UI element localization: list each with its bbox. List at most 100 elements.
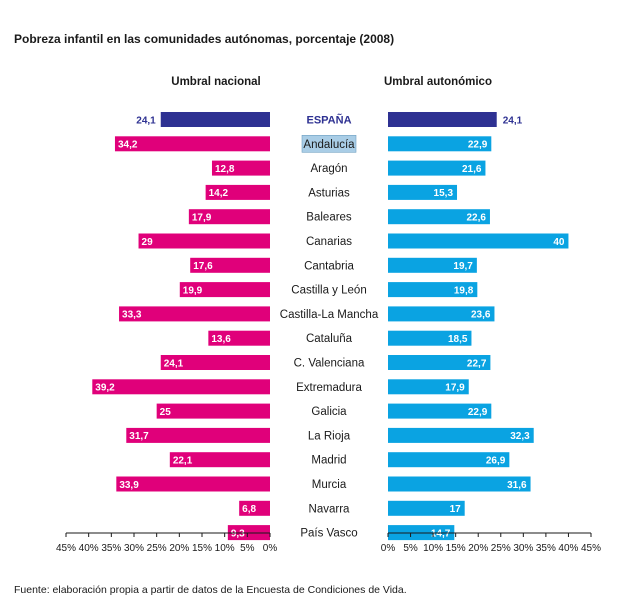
label-autonomico-murcia: 31,6 — [507, 480, 527, 491]
left-tick-label-3: 30% — [124, 543, 144, 554]
label-autonomico-pais-vasco: 14,7 — [431, 528, 451, 539]
category-label-baleares: Baleares — [306, 212, 352, 224]
label-nacional-baleares: 17,9 — [192, 213, 212, 224]
label-nacional-espana: 24,1 — [136, 115, 156, 126]
panel-title-umbral-autonomico: Umbral autonómico — [384, 76, 492, 88]
label-nacional-murcia: 33,9 — [119, 480, 139, 491]
right-tick-label-9: 45% — [581, 543, 601, 554]
category-label-la-rioja: La Rioja — [308, 430, 351, 442]
right-tick-label-2: 10% — [423, 543, 443, 554]
bar-nacional-asturias — [205, 184, 270, 200]
bar-autonomico-castilla-y-leon — [388, 282, 478, 298]
bar-autonomico-aragon — [388, 160, 486, 176]
label-autonomico-c-valenciana: 22,7 — [467, 358, 487, 369]
label-nacional-cantabria: 17,6 — [193, 261, 213, 272]
label-autonomico-espana: 24,1 — [503, 115, 523, 126]
bar-autonomico-andalucia — [388, 136, 492, 152]
bar-nacional-baleares — [188, 209, 270, 225]
bar-autonomico-canarias — [388, 233, 569, 249]
label-autonomico-baleares: 22,6 — [466, 213, 486, 224]
bar-autonomico-murcia — [388, 476, 531, 492]
bar-nacional-la-rioja — [126, 427, 270, 443]
label-autonomico-canarias: 40 — [553, 237, 565, 248]
bar-autonomico-espana — [388, 112, 497, 127]
label-nacional-cataluna: 13,6 — [211, 334, 231, 345]
category-label-espana: ESPAÑA — [306, 114, 351, 127]
label-autonomico-aragon: 21,6 — [462, 164, 482, 175]
panel-title-umbral-nacional: Umbral nacional — [171, 76, 261, 88]
label-autonomico-la-rioja: 32,3 — [510, 431, 530, 442]
bar-autonomico-navarra — [388, 500, 465, 516]
label-nacional-pais-vasco: 9,3 — [231, 528, 245, 539]
bar-nacional-navarra — [239, 500, 270, 516]
label-autonomico-castilla-y-leon: 19,8 — [454, 285, 474, 296]
label-autonomico-cataluna: 18,5 — [448, 334, 468, 345]
category-label-navarra: Navarra — [309, 503, 351, 515]
label-nacional-c-valenciana: 24,1 — [164, 358, 184, 369]
label-nacional-andalucia: 34,2 — [118, 140, 138, 151]
category-label-c-valenciana: C. Valenciana — [294, 358, 365, 370]
category-label-galicia: Galicia — [311, 406, 347, 418]
label-nacional-canarias: 29 — [142, 237, 154, 248]
bar-nacional-espana — [160, 112, 270, 127]
bar-autonomico-galicia — [388, 403, 492, 419]
right-tick-label-5: 25% — [491, 543, 511, 554]
right-tick-label-0: 0% — [381, 543, 396, 554]
right-tick-label-4: 20% — [468, 543, 488, 554]
bar-nacional-galicia — [156, 403, 270, 419]
left-tick-label-4: 25% — [147, 543, 167, 554]
right-tick-label-1: 5% — [403, 543, 418, 554]
bar-autonomico-asturias — [388, 184, 458, 200]
label-nacional-extremadura: 39,2 — [95, 383, 115, 394]
left-tick-label-5: 20% — [169, 543, 189, 554]
left-tick-label-0: 45% — [56, 543, 76, 554]
label-autonomico-navarra: 17 — [450, 504, 462, 515]
bar-nacional-madrid — [169, 452, 270, 468]
label-autonomico-galicia: 22,9 — [468, 407, 488, 418]
bar-autonomico-baleares — [388, 209, 490, 225]
right-tick-label-6: 30% — [513, 543, 533, 554]
left-tick-label-1: 40% — [79, 543, 99, 554]
category-label-murcia: Murcia — [312, 479, 347, 491]
label-nacional-la-rioja: 31,7 — [129, 431, 149, 442]
label-nacional-aragon: 12,8 — [215, 164, 235, 175]
label-nacional-navarra: 6,8 — [242, 504, 256, 515]
category-highlight-box — [301, 135, 357, 153]
category-label-castilla-la-mancha: Castilla-La Mancha — [280, 309, 379, 321]
right-tick-label-8: 40% — [558, 543, 578, 554]
category-label-pais-vasco: País Vasco — [300, 528, 357, 540]
bar-nacional-castilla-y-leon — [179, 282, 270, 298]
source-note: Fuente: elaboración propia a partir de d… — [14, 584, 407, 596]
label-nacional-asturias: 14,2 — [209, 188, 229, 199]
label-autonomico-cantabria: 19,7 — [453, 261, 473, 272]
label-autonomico-andalucia: 22,9 — [468, 140, 488, 151]
bar-autonomico-c-valenciana — [388, 355, 491, 370]
bar-autonomico-extremadura — [388, 379, 469, 395]
label-nacional-castilla-y-leon: 19,9 — [183, 285, 203, 296]
label-nacional-galicia: 25 — [160, 407, 172, 418]
label-nacional-madrid: 22,1 — [173, 456, 193, 467]
category-label-aragon: Aragón — [310, 163, 347, 175]
category-label-cataluna: Cataluña — [306, 333, 353, 345]
category-label-madrid: Madrid — [311, 455, 346, 467]
category-label-cantabria: Cantabria — [304, 260, 354, 272]
bar-nacional-c-valenciana — [160, 355, 270, 370]
left-tick-label-9: 0% — [263, 543, 278, 554]
category-label-asturias: Asturias — [308, 187, 350, 199]
bar-autonomico-madrid — [388, 452, 510, 468]
label-nacional-castilla-la-mancha: 33,3 — [122, 310, 142, 321]
right-tick-label-3: 15% — [446, 543, 466, 554]
category-label-canarias: Canarias — [306, 236, 352, 248]
category-label-castilla-y-leon: Castilla y León — [291, 285, 366, 297]
bar-nacional-murcia — [116, 476, 270, 492]
left-tick-label-7: 10% — [215, 543, 235, 554]
bar-autonomico-cataluna — [388, 330, 472, 346]
category-label-extremadura: Extremadura — [296, 382, 362, 394]
bar-nacional-cataluna — [208, 330, 270, 346]
bar-nacional-extremadura — [92, 379, 270, 395]
left-tick-label-8: 5% — [240, 543, 255, 554]
bar-autonomico-cantabria — [388, 257, 477, 273]
label-autonomico-castilla-la-mancha: 23,6 — [471, 310, 491, 321]
left-tick-label-2: 35% — [101, 543, 121, 554]
